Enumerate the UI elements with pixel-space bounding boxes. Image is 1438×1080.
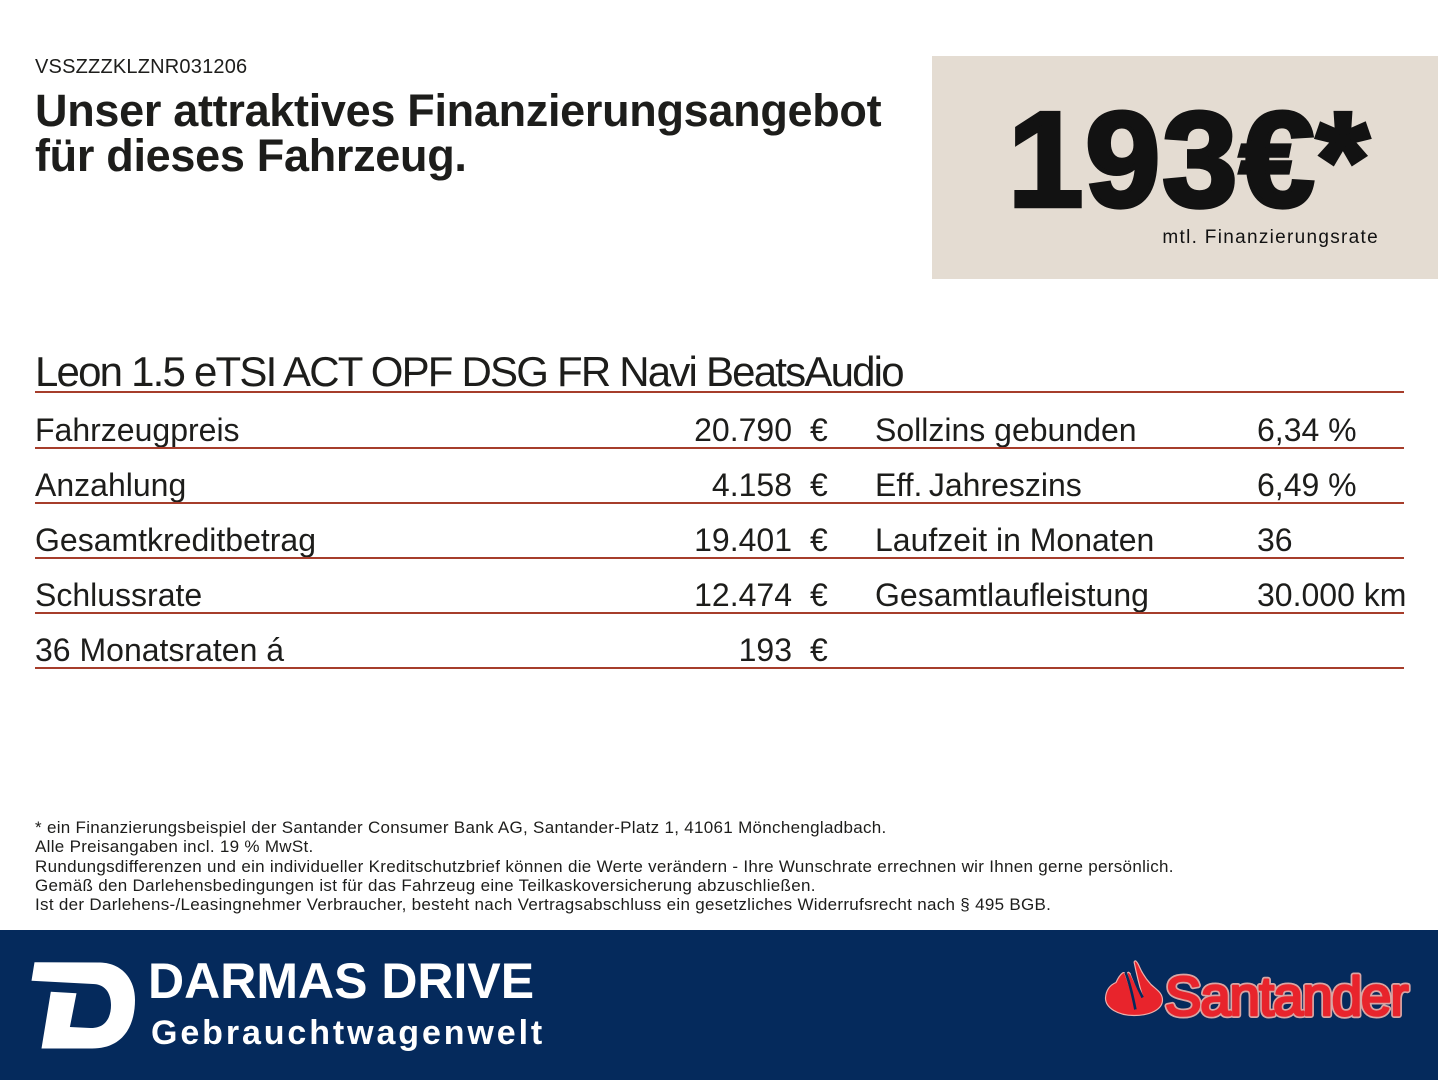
svg-text:Santander: Santander (1165, 966, 1408, 1027)
svg-text:Santander: Santander (1165, 966, 1408, 1027)
